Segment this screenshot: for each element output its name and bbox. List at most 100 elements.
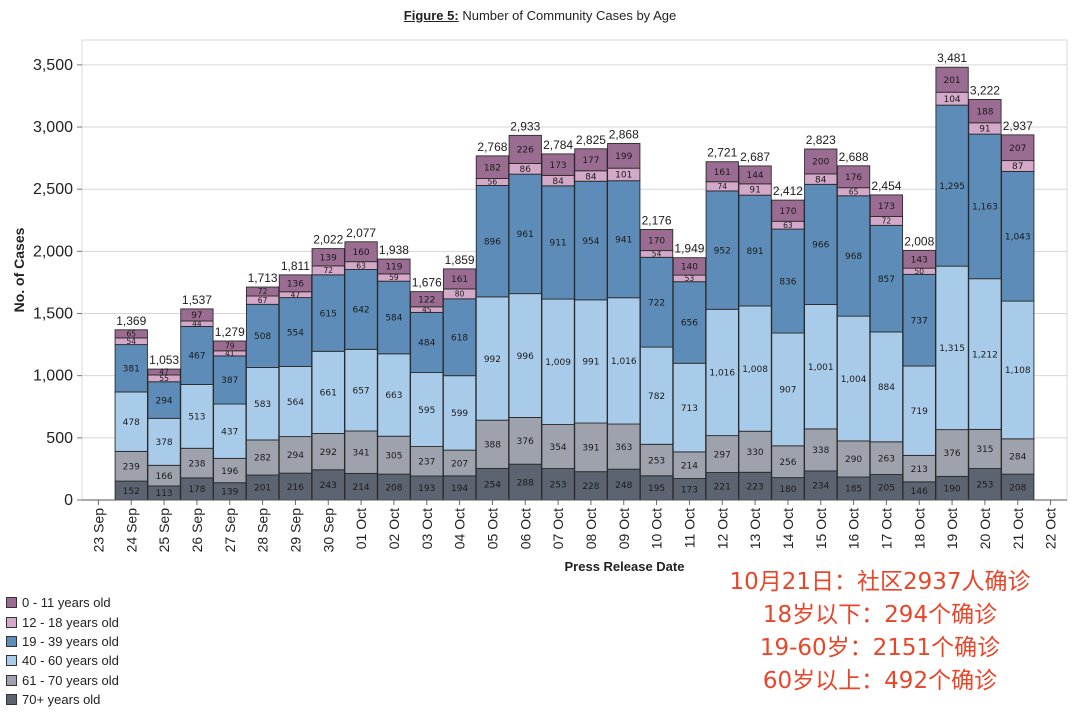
bar-segment-label: 152 [123,487,140,497]
bar-segment [278,366,313,438]
bar-segment [541,185,575,300]
bar-segment-label: 254 [484,480,501,490]
annotation-line: 18岁以下：294个确诊 [762,602,998,628]
bar-segment-label: 954 [582,237,599,247]
bar-segment-label: 615 [320,309,337,319]
bar-segment-label: 1,043 [1005,232,1031,242]
bar-segment-label: 139 [221,488,238,498]
legend-label: 70+ years old [22,692,101,708]
bar-total-label: 2,937 [1003,119,1033,133]
bar-segment-label: 1,004 [841,375,867,385]
bar-segment-label: 221 [714,483,731,493]
bar-segment [902,365,936,456]
bar-total-label: 2,721 [707,146,737,160]
bar-segment-label: 376 [943,449,960,459]
bar-segment-label: 378 [155,438,172,448]
bar-segment-label: 178 [188,485,205,495]
bar-segment-label: 564 [287,398,304,408]
x-tick-label: 03 Oct [419,508,435,549]
bar-segment-label: 44 [192,319,202,328]
x-tick-label: 15 Oct [813,508,829,549]
bar-segment-label: 205 [878,483,895,493]
y-tick-label: 3,500 [33,57,73,74]
bar-segment-label: 199 [615,152,632,162]
bar-segment-label: 55 [159,374,169,383]
bar-segment [607,142,641,169]
bar-segment-label: 113 [155,489,172,499]
bar-segment-label: 72 [258,287,268,296]
bar-segment [344,241,378,263]
x-tick-label: 05 Oct [484,508,500,549]
bar-segment [869,194,904,217]
bar-segment-label: 478 [123,418,140,428]
bar-segment [607,468,641,501]
bar-segment-label: 101 [615,171,632,181]
bar-segment [836,165,871,189]
bar-segment-label: 47 [159,368,169,377]
bar-segment-label: 991 [582,358,599,368]
bar-segment-label: 50 [914,267,924,276]
bar-segment-label: 661 [320,389,337,399]
bar-segment-label: 53 [685,274,695,283]
bar-segment [574,180,608,301]
bar-segment-label: 54 [652,250,662,259]
bar-segment [968,98,1002,124]
bar-segment-label: 484 [418,339,435,349]
bar-total-label: 2,454 [871,179,901,193]
bar-segment-label: 952 [714,246,731,256]
bar-segment [968,428,1002,469]
bar-segment-label: 1,008 [742,365,768,375]
bar-segment [1001,473,1035,501]
bar-segment-label: 363 [615,443,632,453]
bar-segment-label: 74 [717,182,727,191]
bar-segment-label: 437 [221,427,238,437]
bar-segment [836,440,871,478]
x-tick-label: 11 Oct [681,508,697,548]
bar-segment-label: 87 [1012,162,1023,172]
legend-label: 12 - 18 years old [22,614,119,630]
bar-segment [475,155,510,179]
bar-segment-label: 84 [552,177,564,187]
bar-segment-label: 1,108 [1005,366,1031,376]
bar-segment-label: 161 [714,168,731,178]
bar-segment-label: 65 [849,187,859,196]
bar-segment-label: 599 [451,409,468,419]
x-tick-label: 23 Sep [90,508,106,553]
bar-segment-label: 54 [126,337,136,346]
bar-segment-label: 961 [517,230,534,240]
bar-segment-label: 1,212 [972,350,998,360]
bar-segment-label: 968 [845,252,862,262]
x-tick-label: 13 Oct [747,508,763,549]
bar-segment-label: 208 [385,483,402,493]
bar-segment-label: 305 [385,451,402,461]
bar-segment-label: 388 [484,441,501,451]
bar-segment [377,353,411,437]
bar-segment [771,199,805,222]
bar-segment [377,280,411,355]
bar-segment-label: 376 [517,437,534,447]
bar-segment-label: 941 [615,235,632,245]
bar-segment-label: 857 [878,275,895,285]
bar-segment-label: 190 [943,484,960,494]
bar-segment [804,303,838,430]
legend-swatch [6,597,17,609]
bar-segment [804,428,838,472]
x-tick-label: 09 Oct [616,508,632,549]
bar-segment [574,148,608,172]
bar-segment-label: 966 [812,241,829,251]
bar-segment-label: 288 [517,478,534,488]
bar-total-label: 2,077 [346,226,376,240]
bar-segment [738,194,772,307]
bar-segment [213,403,247,459]
y-tick-label: 3,000 [33,119,73,136]
bar-segment-label: 226 [517,146,534,156]
bar-segment [639,443,674,477]
bar-segment-label: 207 [1009,144,1026,154]
bar-segment-label: 59 [389,273,399,282]
bar-segment-label: 41 [225,349,235,358]
bar-segment [836,315,871,442]
bar-segment [311,274,345,352]
bar-segment-label: 1,001 [808,363,834,373]
bar-segment-label: 354 [549,443,566,453]
bar-segment-label: 1,315 [939,344,965,354]
